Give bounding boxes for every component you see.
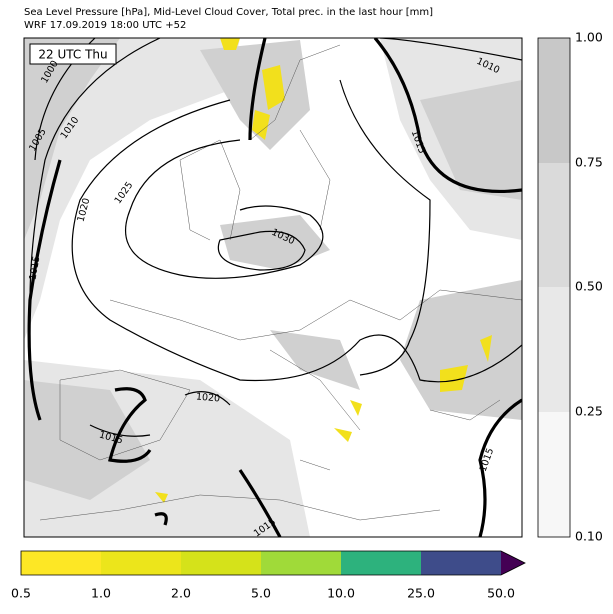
map-layers [24, 38, 522, 537]
isobar [125, 139, 324, 279]
map: 22 UTC Thu 1000 1005 1010 1020 1025 1030… [23, 37, 523, 539]
isobar [379, 38, 522, 61]
isobar [339, 79, 431, 376]
isobar-1015 [373, 38, 522, 193]
colorbar-segment [538, 287, 570, 412]
cloud-area [24, 38, 240, 340]
colorbar-tick-label: 0.10 [575, 529, 603, 544]
coastline [39, 44, 522, 521]
colorbar-segment [421, 551, 501, 575]
isobar [217, 230, 306, 271]
isobar-1015 [108, 387, 152, 463]
isobar [71, 99, 522, 383]
cloud-area [270, 330, 360, 390]
colorbar-segment [341, 551, 421, 575]
isobar-1015 [238, 469, 282, 537]
colorbar-frame [20, 550, 526, 576]
colorbar-segment [101, 551, 181, 575]
colorbar-segment [538, 38, 570, 163]
colorbar-tick-label: 5.0 [251, 586, 271, 601]
colorbar-extend [501, 551, 525, 575]
colorbar-tick-label: 0.25 [575, 404, 603, 419]
colorbar-segment [538, 412, 570, 537]
colorbar-segment [21, 551, 101, 575]
colorbar-tick-label: 0.50 [575, 279, 603, 294]
isobar-1015 [27, 159, 62, 421]
colorbar-segment [261, 551, 341, 575]
contour-label: 1015 [27, 255, 42, 281]
colorbar-segment [181, 551, 261, 575]
colorbar-tick-label: 10.0 [327, 586, 355, 601]
cloud-colorbar: 0.10 0.25 0.50 0.75 1.00 [537, 30, 603, 544]
isobar [29, 38, 161, 301]
colorbar-tick-label: 1.0 [91, 586, 111, 601]
colorbar-segment [538, 163, 570, 287]
colorbar-tick-label: 25.0 [407, 586, 435, 601]
isobar [184, 391, 231, 406]
colorbar-tick-label: 2.0 [171, 586, 191, 601]
colorbar-tick-label: 0.75 [575, 155, 603, 170]
isobar-1015 [154, 512, 168, 526]
subtitle: WRF 17.09.2019 18:00 UTC +52 [24, 20, 186, 31]
contour-label: 1020 [195, 391, 220, 404]
cloud-area [24, 380, 150, 500]
isobar-1015 [478, 398, 522, 537]
cloud-area [420, 80, 522, 200]
isobar-1015 [248, 38, 267, 141]
colorbar-tick-label: 50.0 [487, 586, 515, 601]
map-frame [23, 37, 523, 538]
colorbar-tick-label: 1.00 [575, 30, 603, 45]
title: Sea Level Pressure [hPa], Mid-Level Clou… [24, 7, 433, 18]
cloud-area [24, 38, 120, 240]
precip-colorbar: 0.5 1.0 2.0 5.0 10.0 25.0 50.0 [11, 550, 526, 601]
cloud-area [400, 280, 522, 420]
colorbar-frame [537, 37, 571, 538]
colorbar-tick-label: 0.5 [11, 586, 31, 601]
time-label: 22 UTC Thu [38, 48, 107, 62]
time-box [29, 43, 117, 65]
